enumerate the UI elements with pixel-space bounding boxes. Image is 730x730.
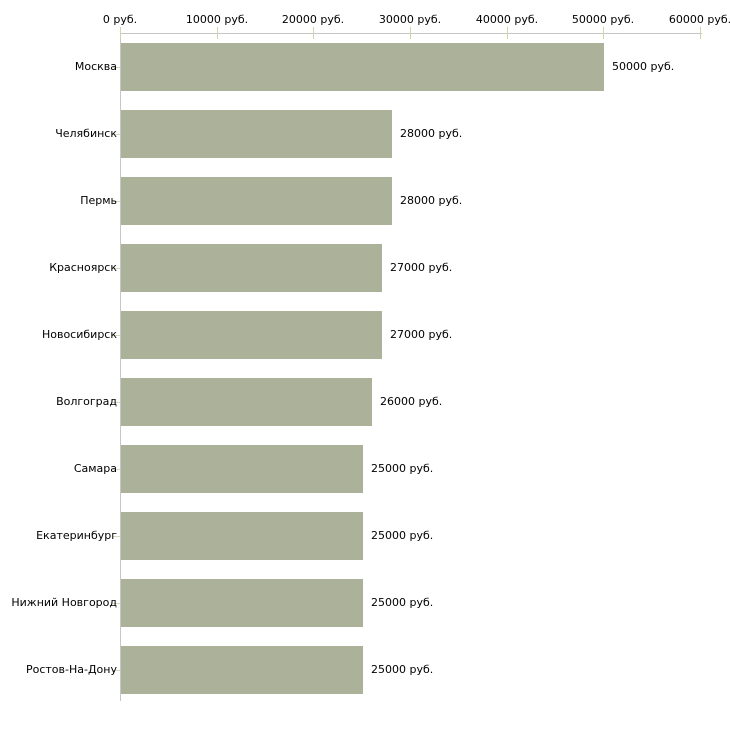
- category-label: Москва: [74, 60, 117, 73]
- x-axis-tick-label: 40000 руб.: [475, 13, 539, 26]
- y-axis-tick: [113, 402, 120, 403]
- x-axis-tick: [603, 27, 604, 39]
- value-label: 28000 руб.: [400, 127, 463, 140]
- category-label: Челябинск: [55, 127, 117, 140]
- y-axis-line: [120, 33, 121, 701]
- y-axis-tick: [113, 670, 120, 671]
- x-axis-tick: [120, 27, 121, 39]
- y-axis-tick: [113, 603, 120, 604]
- x-axis-tick-label: 10000 руб.: [185, 13, 249, 26]
- bar: [121, 378, 372, 426]
- value-label: 28000 руб.: [400, 194, 463, 207]
- bar: [121, 646, 363, 694]
- y-axis-tick: [113, 268, 120, 269]
- value-label: 25000 руб.: [371, 663, 434, 676]
- category-label: Ростов-На-Дону: [25, 663, 117, 676]
- value-label: 50000 руб.: [612, 60, 675, 73]
- x-axis-tick: [507, 27, 508, 39]
- value-label: 26000 руб.: [380, 395, 443, 408]
- x-axis-tick: [410, 27, 411, 39]
- y-axis-tick: [113, 469, 120, 470]
- bar: [121, 512, 363, 560]
- value-label: 25000 руб.: [371, 529, 434, 542]
- x-axis-tick-label: 50000 руб.: [571, 13, 635, 26]
- x-axis-tick-label: 60000 руб.: [668, 13, 730, 26]
- category-label: Самара: [73, 462, 117, 475]
- bar: [121, 177, 392, 225]
- x-axis-line: [120, 33, 702, 34]
- bar: [121, 445, 363, 493]
- bar: [121, 244, 382, 292]
- category-label: Пермь: [80, 194, 117, 207]
- x-axis-tick: [700, 27, 701, 39]
- y-axis-tick: [113, 134, 120, 135]
- category-label: Екатеринбург: [36, 529, 117, 542]
- x-axis-tick-label: 30000 руб.: [378, 13, 442, 26]
- bar: [121, 110, 392, 158]
- value-label: 27000 руб.: [390, 261, 453, 274]
- y-axis-tick: [113, 67, 120, 68]
- bar: [121, 311, 382, 359]
- x-axis-tick-label: 0 руб.: [102, 13, 138, 26]
- category-label: Красноярск: [49, 261, 117, 274]
- bar: [121, 43, 604, 91]
- category-label: Нижний Новгород: [11, 596, 117, 609]
- y-axis-tick: [113, 536, 120, 537]
- bar: [121, 579, 363, 627]
- value-label: 25000 руб.: [371, 462, 434, 475]
- x-axis-tick: [217, 27, 218, 39]
- x-axis-tick-label: 20000 руб.: [281, 13, 345, 26]
- x-axis-tick: [313, 27, 314, 39]
- y-axis-tick: [113, 335, 120, 336]
- value-label: 25000 руб.: [371, 596, 434, 609]
- y-axis-tick: [113, 201, 120, 202]
- value-label: 27000 руб.: [390, 328, 453, 341]
- category-label: Новосибирск: [41, 328, 117, 341]
- category-label: Волгоград: [56, 395, 117, 408]
